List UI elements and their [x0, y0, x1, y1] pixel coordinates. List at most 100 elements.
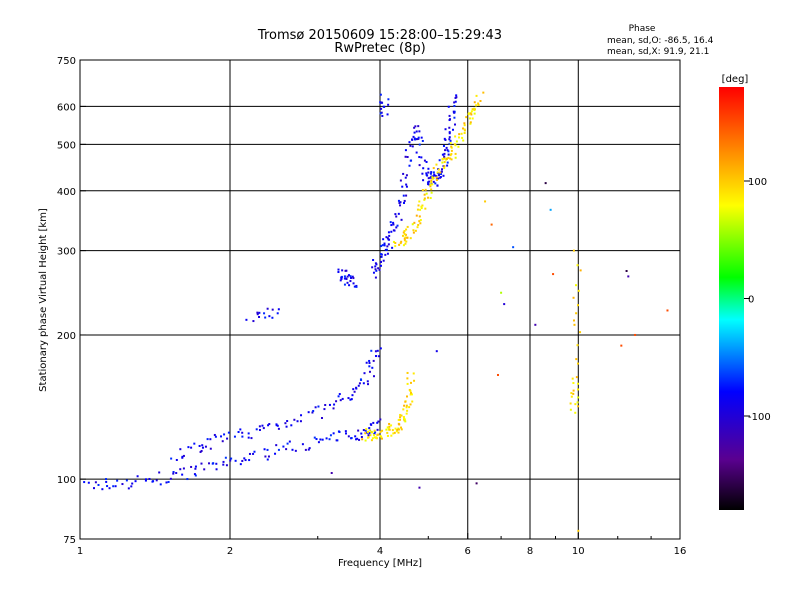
data-point [209, 438, 212, 441]
data-point [450, 152, 453, 155]
data-point [467, 112, 470, 115]
data-point [352, 277, 355, 280]
data-point [383, 242, 386, 245]
data-point [179, 468, 182, 471]
data-point [572, 382, 575, 385]
data-point [398, 243, 401, 246]
data-point [577, 396, 580, 399]
data-point [444, 149, 447, 152]
data-point [277, 448, 280, 451]
data-point [544, 182, 547, 185]
data-point [247, 436, 250, 439]
data-point [384, 253, 387, 256]
data-point [457, 145, 460, 148]
y-tick-label: 300 [57, 247, 76, 258]
data-point [454, 144, 457, 147]
data-point [225, 464, 228, 467]
data-point [300, 414, 303, 417]
data-point [576, 344, 579, 347]
data-point [425, 172, 428, 175]
data-point [172, 471, 175, 474]
data-point [268, 315, 271, 318]
data-point [443, 161, 446, 164]
data-point [442, 144, 445, 147]
data-point [404, 155, 407, 158]
data-point [247, 432, 250, 435]
data-point [379, 253, 382, 256]
data-point [430, 188, 433, 191]
data-point [383, 244, 386, 247]
data-point [423, 159, 426, 162]
data-point [399, 204, 402, 207]
phase-info-title: Phase [629, 24, 656, 34]
data-point [405, 183, 408, 186]
data-point [396, 428, 399, 431]
data-point [112, 485, 115, 488]
data-point [193, 473, 196, 476]
data-point [463, 132, 466, 135]
data-point [443, 167, 446, 170]
data-point [105, 478, 108, 481]
data-point [388, 422, 391, 425]
data-point [397, 199, 400, 202]
data-point [620, 344, 623, 347]
data-point [469, 112, 472, 115]
data-point [431, 176, 434, 179]
data-point [385, 248, 388, 251]
data-point [413, 131, 416, 134]
data-point [449, 118, 452, 121]
data-point [194, 465, 197, 468]
data-point [410, 159, 413, 162]
data-point [473, 112, 476, 115]
data-point [430, 179, 433, 182]
data-point [414, 138, 417, 141]
data-point [420, 156, 423, 159]
data-point [380, 245, 383, 248]
data-point [373, 429, 376, 432]
data-point [340, 277, 343, 280]
data-point [503, 303, 506, 306]
data-point [412, 231, 415, 234]
data-point [392, 240, 395, 243]
data-point [368, 361, 371, 364]
data-point [349, 398, 352, 401]
data-point [415, 151, 418, 154]
data-point [473, 101, 476, 104]
data-point [434, 182, 437, 185]
data-point [420, 136, 423, 139]
data-point [175, 458, 178, 461]
data-point [245, 318, 248, 321]
data-point [576, 362, 579, 365]
data-point [372, 421, 375, 424]
data-point [666, 309, 669, 312]
data-point [402, 408, 405, 411]
data-point [458, 133, 461, 136]
data-point [418, 143, 421, 146]
data-point [293, 418, 296, 421]
data-point [450, 158, 453, 161]
data-point [199, 450, 202, 453]
data-point [413, 379, 416, 382]
data-point [446, 149, 449, 152]
data-point [275, 444, 278, 447]
data-point [255, 428, 258, 431]
data-point [579, 331, 582, 334]
data-point [404, 236, 407, 239]
data-point [393, 229, 396, 232]
data-point [339, 279, 342, 282]
data-point [423, 198, 426, 201]
data-point [446, 161, 449, 164]
data-point [400, 218, 403, 221]
data-point [453, 116, 456, 119]
data-point [285, 448, 288, 451]
data-point [411, 223, 414, 226]
data-point [425, 173, 428, 176]
data-point [307, 448, 310, 451]
data-point [362, 382, 365, 385]
data-point [353, 390, 356, 393]
data-point [275, 423, 278, 426]
data-point [402, 194, 405, 197]
data-point [266, 307, 269, 310]
data-point [576, 401, 579, 404]
data-point [108, 487, 111, 490]
